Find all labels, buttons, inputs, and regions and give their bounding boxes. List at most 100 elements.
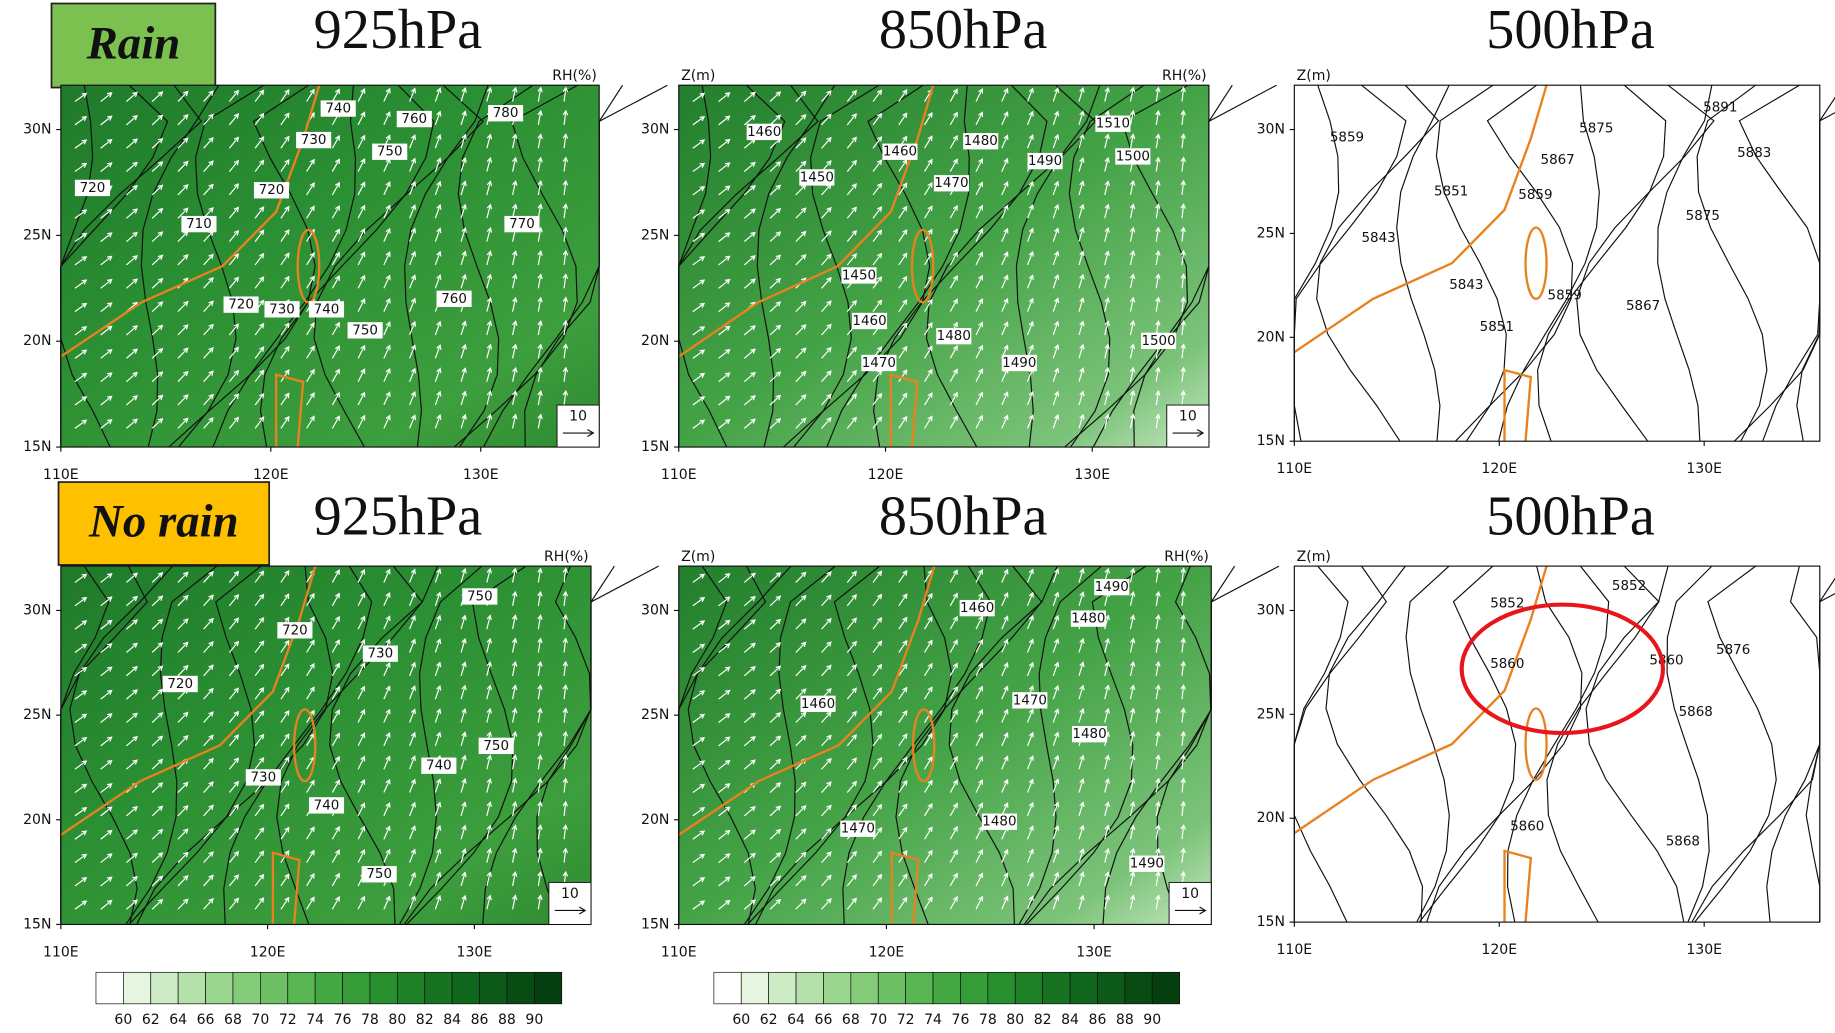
contour-label: 740 [314, 798, 340, 813]
wind-vector [460, 754, 467, 770]
wind-vector [949, 204, 958, 219]
wind-vector [306, 415, 315, 429]
wind-vector [975, 685, 984, 700]
wind-vector [718, 899, 731, 910]
wind-vector [1078, 367, 1085, 382]
wind-vector [1155, 203, 1161, 219]
wind-vector [846, 640, 857, 653]
wind-vector [74, 713, 88, 723]
wind-vector [74, 162, 88, 173]
wind-vector [409, 320, 417, 336]
x-tick-label: 130E [1076, 944, 1112, 960]
wind-vector [383, 321, 391, 336]
contour-line [1666, 565, 1713, 923]
wind-vector [280, 826, 290, 840]
wind-vector [1104, 661, 1110, 676]
wind-vector [460, 227, 467, 242]
wind-vector [177, 734, 189, 747]
wind-vector [1001, 638, 1009, 653]
wind-vector [821, 300, 832, 313]
wind-vector [1155, 894, 1161, 910]
wind-vector [228, 804, 240, 817]
colorbar-label: 86 [471, 1012, 489, 1028]
wind-vector [1180, 319, 1186, 336]
wind-vector [949, 158, 958, 172]
wind-vector [409, 871, 416, 887]
y-tick-label: 15N [23, 439, 51, 455]
wind-vector [1026, 87, 1034, 102]
wind-vector [562, 800, 569, 816]
wind-vector [1052, 273, 1060, 289]
wind-vector [1001, 204, 1009, 219]
wind-vector [383, 414, 391, 429]
wind-vector [949, 592, 958, 607]
contour-line [125, 565, 218, 925]
wind-vector [692, 830, 706, 840]
y-tick-label: 25N [1257, 225, 1285, 241]
wind-vector [1001, 848, 1009, 863]
wind-vector [795, 347, 807, 359]
colorbar-box [960, 971, 989, 1005]
contour-label: 750 [467, 589, 493, 604]
y-tick-label: 15N [641, 916, 669, 932]
wind-vector [511, 800, 518, 817]
wind-vector [924, 205, 933, 219]
wind-vector [975, 368, 984, 382]
wind-vector [743, 595, 756, 607]
island [1524, 707, 1548, 781]
wind-vector [254, 252, 265, 266]
contour-label-box [840, 820, 876, 837]
wind-vector [100, 255, 113, 266]
coastline [1293, 84, 1548, 354]
map-frame [60, 84, 600, 448]
wind-vector [769, 735, 782, 747]
wind-vector [434, 343, 442, 359]
wind-vector [975, 615, 984, 630]
wind-vector [1001, 274, 1009, 289]
wind-vector [228, 757, 240, 770]
wind-vector [409, 157, 417, 172]
wind-vector [537, 824, 543, 840]
wind-vector [486, 614, 492, 630]
wind-vector [795, 828, 807, 840]
wind-vector [512, 86, 518, 102]
wind-vector [306, 252, 315, 266]
wind-vector [872, 159, 883, 172]
wind-vector [975, 802, 984, 817]
wind-vector [975, 251, 984, 266]
wind-vector [975, 778, 984, 793]
wind-vector [924, 662, 933, 677]
wind-vector [846, 206, 857, 219]
wind-vector [1180, 366, 1186, 382]
wind-vector [692, 620, 706, 630]
wind-vector [1078, 824, 1085, 840]
wind-vector [846, 346, 857, 359]
wind-vector [821, 617, 832, 630]
wind-vector [331, 732, 340, 747]
wind-vector [1026, 274, 1034, 289]
y-tick-label: 15N [1257, 433, 1285, 449]
colorbar-box [424, 971, 453, 1005]
wind-vector [1052, 414, 1060, 429]
contour-line [140, 84, 220, 448]
colorbar-label: 64 [169, 1012, 187, 1028]
wind-vector [846, 299, 857, 313]
x-tick-label: 120E [1481, 942, 1517, 958]
wind-vector [409, 180, 417, 196]
wind-vector [1026, 731, 1034, 747]
wind-vector [460, 684, 467, 700]
wind-vector [1026, 110, 1034, 126]
wind-vector [949, 615, 958, 630]
contour-label: 1460 [883, 145, 917, 160]
wind-vector [486, 894, 492, 910]
wind-vector [203, 874, 214, 887]
contour-label-box [841, 267, 877, 284]
wind-vector [1180, 343, 1186, 359]
wind-vector [924, 158, 933, 172]
wind-vector [872, 757, 883, 770]
colorbar-box [850, 971, 879, 1005]
wind-vector [357, 615, 366, 630]
colorbar-label: 62 [760, 1012, 778, 1028]
wind-vector [74, 232, 88, 243]
wind-vector [537, 179, 543, 196]
